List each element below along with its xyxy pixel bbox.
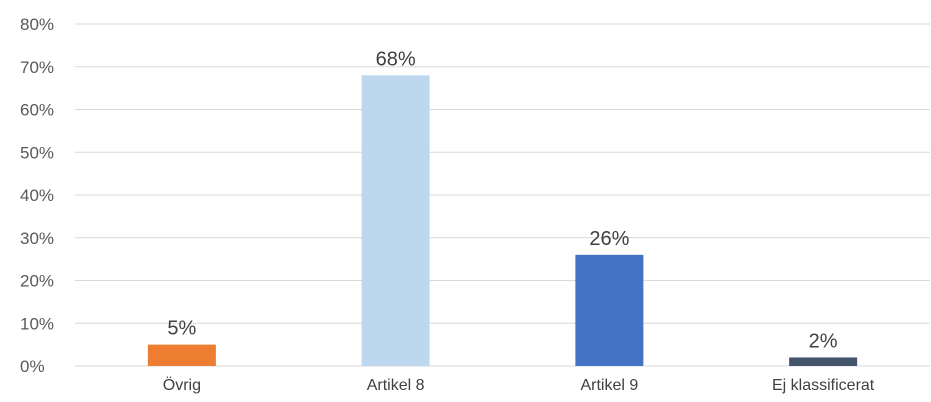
- y-tick-label: 60%: [20, 101, 54, 120]
- x-tick-label: Artikel 8: [367, 377, 425, 394]
- x-tick-label: Ej klassificerat: [772, 377, 875, 394]
- bar: [575, 254, 644, 366]
- y-tick-label: 30%: [20, 229, 54, 248]
- x-tick-label: Övrig: [163, 376, 201, 394]
- y-tick-label: 10%: [20, 314, 54, 333]
- y-tick-label: 0%: [20, 357, 45, 376]
- data-label: 68%: [376, 48, 416, 70]
- bar: [147, 344, 216, 366]
- y-tick-label: 70%: [20, 58, 54, 77]
- y-tick-label: 80%: [20, 15, 54, 34]
- data-label: 26%: [589, 228, 629, 250]
- bar: [361, 75, 430, 367]
- y-tick-label: 50%: [20, 143, 54, 162]
- x-tick-label: Artikel 9: [580, 377, 638, 394]
- data-label: 5%: [167, 318, 196, 340]
- bar: [789, 357, 858, 366]
- y-tick-label: 20%: [20, 272, 54, 291]
- y-tick-label: 40%: [20, 186, 54, 205]
- data-label: 2%: [809, 330, 838, 352]
